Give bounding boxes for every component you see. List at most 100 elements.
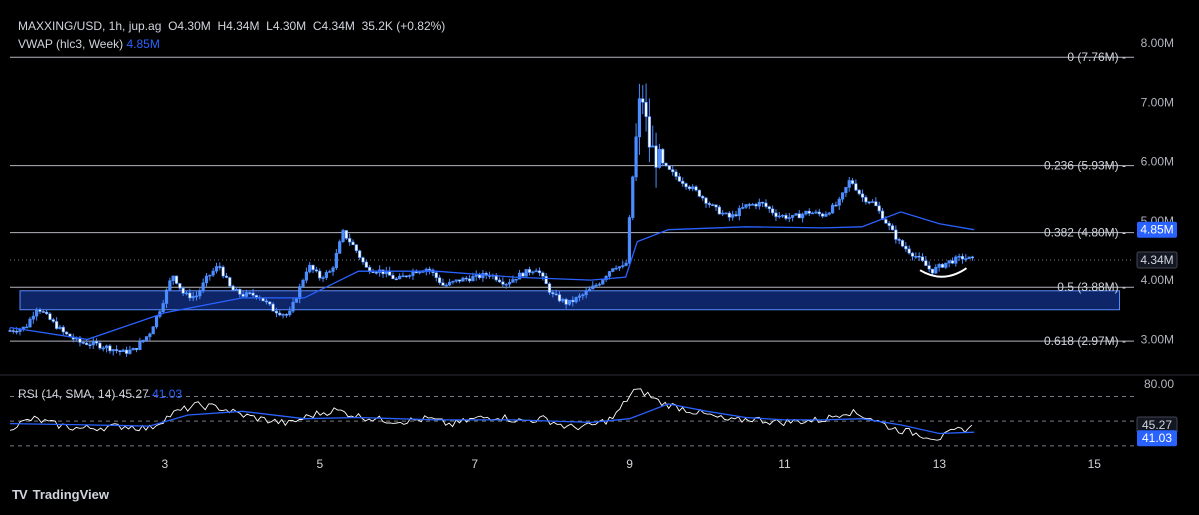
candle-body[interactable]: [88, 344, 92, 346]
candle-body[interactable]: [561, 299, 565, 302]
candle-body[interactable]: [338, 241, 342, 254]
candle-body[interactable]: [614, 267, 618, 270]
candle-body[interactable]: [154, 316, 159, 328]
candle-body[interactable]: [244, 292, 249, 297]
candle-body[interactable]: [577, 295, 582, 298]
candle-body[interactable]: [521, 272, 525, 277]
candle-body[interactable]: [714, 204, 718, 208]
candle-body[interactable]: [551, 292, 555, 295]
candle-body[interactable]: [531, 271, 535, 274]
candle-body[interactable]: [254, 295, 259, 298]
candle-body[interactable]: [594, 284, 598, 287]
candle-body[interactable]: [794, 213, 798, 216]
rounded-bottom-annotation[interactable]: [919, 267, 968, 278]
candle-body[interactable]: [471, 276, 475, 282]
candle-body[interactable]: [364, 261, 368, 268]
candle-body[interactable]: [904, 245, 908, 250]
candle-body[interactable]: [124, 349, 129, 354]
candle-body[interactable]: [897, 239, 901, 241]
candle-body[interactable]: [45, 311, 49, 315]
candle-body[interactable]: [61, 326, 65, 333]
candle-body[interactable]: [884, 219, 888, 224]
candle-body[interactable]: [344, 230, 348, 239]
candle-body[interactable]: [111, 349, 115, 352]
candle-body[interactable]: [428, 268, 432, 271]
candles[interactable]: [8, 83, 975, 357]
candle-body[interactable]: [950, 260, 955, 264]
candle-body[interactable]: [807, 210, 811, 214]
candle-body[interactable]: [584, 290, 588, 296]
candle-body[interactable]: [571, 299, 575, 303]
candle-body[interactable]: [228, 277, 232, 287]
candle-body[interactable]: [771, 208, 775, 214]
candle-body[interactable]: [777, 215, 781, 218]
candle-body[interactable]: [351, 241, 355, 246]
candle-body[interactable]: [188, 292, 192, 299]
candle-body[interactable]: [657, 148, 662, 168]
candle-body[interactable]: [304, 271, 308, 281]
candle-body[interactable]: [264, 300, 269, 303]
candle-body[interactable]: [48, 313, 52, 320]
candle-body[interactable]: [927, 265, 931, 270]
candle-body[interactable]: [434, 272, 438, 278]
candle-body[interactable]: [870, 201, 875, 203]
candle-body[interactable]: [447, 281, 452, 286]
candle-body[interactable]: [444, 284, 448, 287]
candle-body[interactable]: [641, 98, 645, 103]
candle-body[interactable]: [134, 348, 139, 350]
candle-body[interactable]: [537, 270, 542, 274]
candle-body[interactable]: [554, 293, 558, 296]
candle-body[interactable]: [251, 292, 255, 296]
candle-body[interactable]: [121, 349, 125, 353]
candle-body[interactable]: [404, 275, 408, 278]
candle-body[interactable]: [900, 240, 905, 247]
candle-body[interactable]: [847, 180, 851, 188]
candle-body[interactable]: [701, 196, 705, 199]
candle-body[interactable]: [467, 278, 472, 282]
candle-body[interactable]: [761, 201, 765, 204]
candle-body[interactable]: [288, 310, 292, 316]
candle-body[interactable]: [597, 283, 602, 286]
candle-body[interactable]: [827, 212, 831, 215]
candle-body[interactable]: [774, 212, 778, 217]
candle-body[interactable]: [11, 330, 15, 332]
candle-body[interactable]: [654, 145, 658, 168]
vwap-line[interactable]: [9, 211, 975, 341]
candle-body[interactable]: [661, 148, 665, 164]
candle-body[interactable]: [930, 268, 935, 274]
candle-body[interactable]: [25, 326, 29, 329]
candle-body[interactable]: [358, 250, 362, 258]
candle-body[interactable]: [887, 222, 891, 226]
candle-body[interactable]: [148, 333, 152, 337]
candle-body[interactable]: [694, 186, 698, 191]
candle-body[interactable]: [438, 277, 442, 284]
candle-body[interactable]: [464, 277, 468, 280]
candle-body[interactable]: [198, 290, 202, 297]
tradingview-brand[interactable]: TV TradingView: [12, 487, 109, 502]
candle-body[interactable]: [857, 189, 861, 195]
candle-body[interactable]: [711, 204, 715, 206]
candle-body[interactable]: [517, 272, 522, 280]
candle-body[interactable]: [324, 272, 328, 278]
candle-body[interactable]: [194, 295, 199, 298]
candle-body[interactable]: [834, 204, 838, 207]
candle-body[interactable]: [810, 212, 815, 215]
candle-body[interactable]: [174, 275, 179, 284]
candle-body[interactable]: [907, 248, 911, 254]
candle-body[interactable]: [541, 272, 545, 277]
candle-body[interactable]: [944, 262, 948, 268]
vwap-legend[interactable]: VWAP (hlc3, Week) 4.85M: [18, 37, 160, 51]
candle-body[interactable]: [108, 345, 112, 352]
candle-body[interactable]: [860, 193, 865, 198]
candle-body[interactable]: [118, 350, 122, 353]
candle-body[interactable]: [241, 293, 245, 297]
candle-body[interactable]: [564, 299, 568, 305]
candle-body[interactable]: [301, 279, 305, 287]
candle-body[interactable]: [461, 277, 465, 282]
candle-body[interactable]: [781, 215, 785, 217]
candle-body[interactable]: [138, 341, 142, 350]
candle-body[interactable]: [574, 297, 578, 303]
candle-body[interactable]: [408, 275, 412, 277]
candle-body[interactable]: [84, 342, 89, 345]
candle-body[interactable]: [724, 212, 728, 215]
